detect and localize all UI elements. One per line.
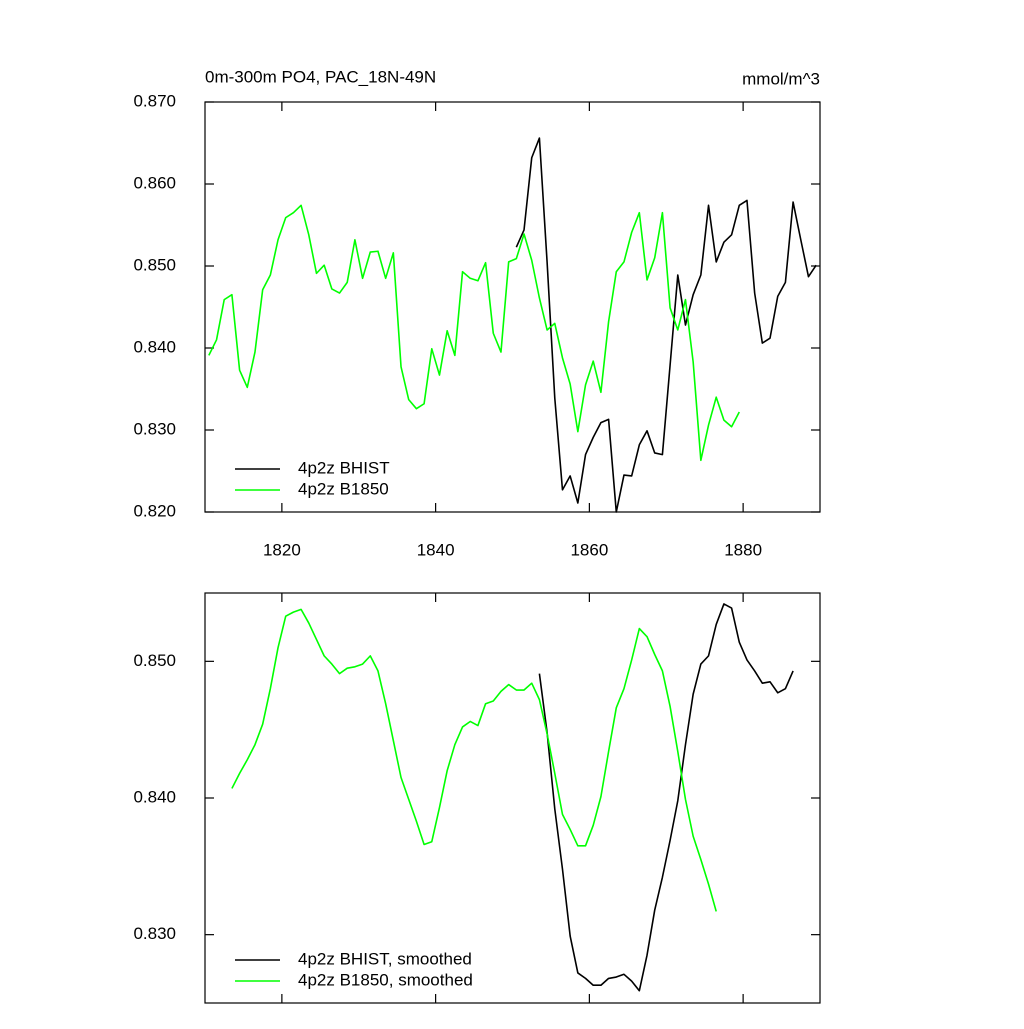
x-tick-label: 1840: [417, 540, 455, 559]
y-tick-label: 0.830: [133, 419, 176, 438]
y-tick-label: 0.870: [133, 91, 176, 110]
x-tick-label: 1820: [263, 540, 301, 559]
legend-label: 4p2z B1850: [298, 479, 389, 498]
plot-frame: [204, 101, 821, 513]
x-tick-label: 1880: [724, 540, 762, 559]
y-tick-label: 0.820: [133, 501, 176, 520]
y-tick-label: 0.860: [133, 173, 176, 192]
y-tick-label: 0.840: [133, 787, 176, 806]
y-tick-label: 0.830: [133, 924, 176, 943]
legend-label: 4p2z BHIST: [298, 458, 390, 477]
data-line: [208, 204, 740, 462]
chart-title: 0m-300m PO4, PAC_18N-49N: [205, 67, 436, 86]
plot-frame: [204, 592, 821, 1004]
legend-label: 4p2z B1850, smoothed: [298, 970, 473, 989]
y-tick-label: 0.850: [133, 255, 176, 274]
data-line: [515, 137, 817, 513]
legend-label: 4p2z BHIST, smoothed: [298, 949, 472, 968]
data-line: [538, 603, 794, 992]
y-tick-label: 0.850: [133, 651, 176, 670]
y-tick-label: 0.840: [133, 337, 176, 356]
data-line: [231, 608, 717, 912]
x-tick-label: 1860: [570, 540, 608, 559]
units-label: mmol/m^3: [742, 69, 820, 88]
